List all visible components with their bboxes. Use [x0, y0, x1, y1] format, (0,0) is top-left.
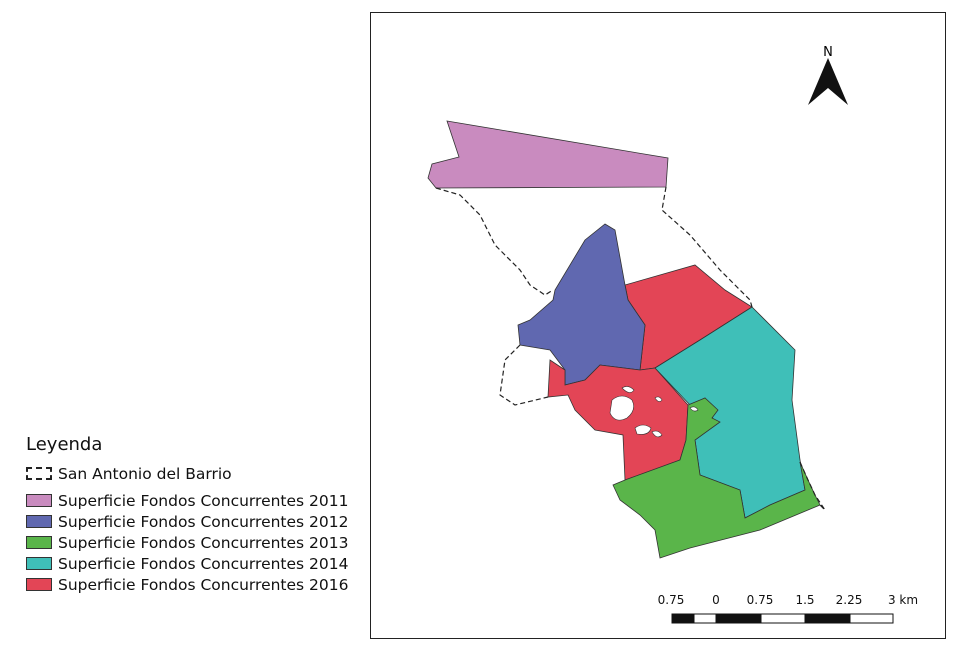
legend-item-2014: Superficie Fondos Concurrentes 2014 — [26, 553, 349, 574]
scale-bar: 0.75 0 0.75 1.5 2.25 3 km — [658, 593, 918, 624]
scale-label: 0 — [712, 593, 720, 607]
legend-label: Superficie Fondos Concurrentes 2016 — [58, 575, 349, 594]
dashed-boundary-swatch — [26, 467, 52, 480]
scale-label: 2.25 — [836, 593, 863, 607]
legend-item-2011: Superficie Fondos Concurrentes 2011 — [26, 490, 349, 511]
scale-label: 1.5 — [795, 593, 814, 607]
area-2011 — [427, 120, 669, 189]
legend-item-boundary: San Antonio del Barrio — [26, 463, 349, 484]
north-arrow: N — [808, 45, 848, 105]
legend-item-2012: Superficie Fondos Concurrentes 2012 — [26, 511, 349, 532]
area-2012 — [517, 223, 646, 386]
scale-label: 0.75 — [658, 593, 685, 607]
legend-label: Superficie Fondos Concurrentes 2014 — [58, 554, 349, 573]
legend-item-2016: Superficie Fondos Concurrentes 2016 — [26, 574, 349, 595]
scale-label: 0.75 — [747, 593, 774, 607]
color-swatch — [26, 515, 52, 528]
color-swatch — [26, 494, 52, 507]
legend-title: Leyenda — [26, 434, 103, 455]
scale-label: 3 km — [888, 593, 918, 607]
map-frame — [370, 12, 946, 639]
municipality-boundary — [435, 186, 826, 511]
holes — [609, 386, 699, 438]
color-swatch — [26, 578, 52, 591]
color-swatch — [26, 536, 52, 549]
north-label: N — [823, 45, 833, 60]
legend-item-2013: Superficie Fondos Concurrentes 2013 — [26, 532, 349, 553]
legend-label: Superficie Fondos Concurrentes 2013 — [58, 533, 349, 552]
legend-label: Superficie Fondos Concurrentes 2011 — [58, 491, 349, 510]
color-swatch — [26, 557, 52, 570]
legend-label: Superficie Fondos Concurrentes 2012 — [58, 512, 349, 531]
legend: Leyenda San Antonio del Barrio Superfici… — [26, 434, 349, 595]
legend-label: San Antonio del Barrio — [58, 464, 232, 483]
